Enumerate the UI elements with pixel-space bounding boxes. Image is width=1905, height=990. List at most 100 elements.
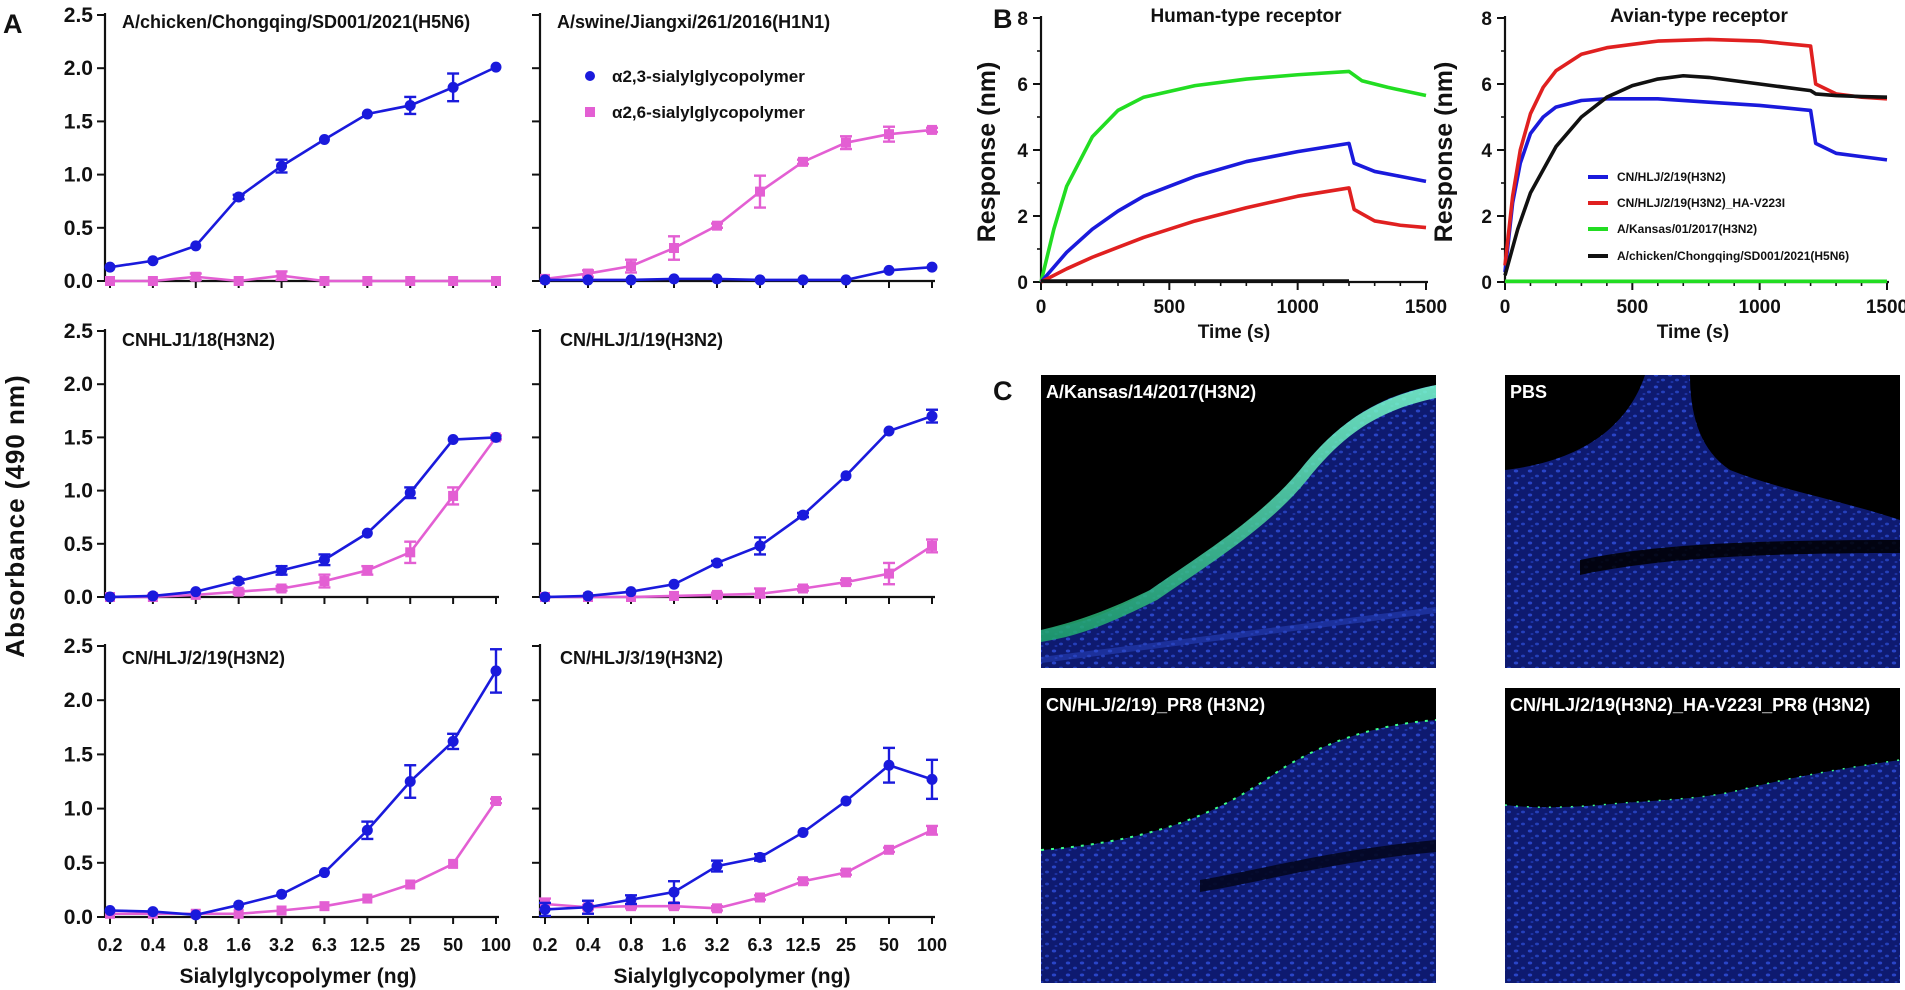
legend-marker-a26: [585, 107, 595, 117]
x-tick-label: 25: [836, 935, 856, 955]
subplot-h5n6: A/chicken/Chongqing/SD001/2021(H5N6) 0.0…: [64, 4, 502, 293]
data-point-a26: [105, 276, 115, 286]
series-line-a23: [109, 65, 497, 269]
x-tick-label: 3.2: [704, 935, 729, 955]
series-line-a23: [545, 265, 933, 282]
micrograph-label-pbs: PBS: [1510, 382, 1547, 402]
lumen-region: [1505, 375, 1645, 470]
data-point-a26: [884, 568, 894, 579]
data-point-a23: [797, 509, 809, 521]
y-tick-label: 0.5: [64, 217, 94, 240]
data-point-a26: [669, 901, 679, 912]
subplot-title: A/chicken/Chongqing/SD001/2021(H5N6): [122, 12, 470, 32]
legend-label-a26: α2,6-sialylglycopolymer: [612, 103, 805, 122]
data-point-a26: [448, 276, 459, 286]
y-tick-label: 1.0: [64, 480, 93, 503]
panel-letter-c: C: [993, 376, 1013, 406]
data-point-a23: [147, 906, 159, 918]
x-tick-label: 50: [879, 935, 899, 955]
data-point-a23: [668, 886, 680, 898]
data-point-a23: [276, 160, 288, 172]
data-point-a23: [190, 909, 202, 921]
data-point-a26: [319, 576, 330, 587]
x-tick-label: 1500: [1405, 297, 1447, 318]
data-point-a26: [233, 908, 244, 919]
y-tick-label: 1.5: [64, 110, 94, 133]
data-point-a26: [669, 243, 679, 254]
data-point-a23: [490, 61, 502, 73]
data-point-a23: [233, 575, 245, 587]
panel-a-y-label: Absorbance (490 nm): [0, 374, 30, 657]
data-point-a23: [754, 540, 766, 552]
x-tick-label: 0.4: [575, 935, 600, 955]
data-point-a23: [840, 274, 852, 286]
chart-title: Avian-type receptor: [1610, 6, 1788, 27]
series-line-a26: [545, 544, 933, 599]
lumen-region-2: [1690, 375, 1900, 520]
data-point-a26: [712, 903, 722, 914]
y-tick-label: 0.0: [64, 270, 93, 293]
y-tick-label: 0: [1481, 273, 1492, 294]
data-point-a23: [926, 261, 938, 273]
data-point-a23: [361, 108, 373, 120]
data-point-a26: [798, 583, 808, 594]
data-point-a23: [490, 665, 502, 677]
data-point-a23: [276, 888, 288, 900]
data-point-a23: [361, 824, 373, 836]
lumen-region: [1041, 688, 1436, 850]
x-tick-label: 100: [481, 935, 511, 955]
data-point-a23: [668, 273, 680, 285]
y-tick-label: 2: [1017, 207, 1028, 228]
legend: CN/HLJ/2/19(H3N2) CN/HLJ/2/19(H3N2)_HA-V…: [1588, 170, 1849, 263]
data-point-a23: [840, 795, 852, 807]
x-tick-label: 1.6: [661, 935, 686, 955]
legend-label-kansas: A/Kansas/01/2017(H3N2): [1617, 222, 1757, 236]
data-point-a23: [668, 578, 680, 590]
micrograph-v223i-pr8: [1505, 688, 1900, 983]
micrograph-kansas: [1041, 375, 1436, 668]
micrograph-label-kansas: A/Kansas/14/2017(H3N2): [1046, 382, 1256, 402]
subplot-cnhlj2-19: CN/HLJ/2/19(H3N2) 0.0 0.5 1.0 1.5 2.0 2.5 0.2 0…: [64, 635, 511, 955]
data-point-a23: [797, 274, 809, 286]
data-point-a26: [884, 844, 894, 855]
panel-a-x-label-left: Sialylglycopolymer (ng): [180, 965, 417, 988]
data-point-a26: [841, 577, 851, 588]
data-point-a26: [712, 589, 722, 600]
x-tick-label: 0.4: [140, 935, 165, 955]
data-point-a26: [362, 276, 373, 286]
kinetics-curve-0: [1039, 69, 1427, 283]
data-point-a26: [841, 137, 851, 148]
y-tick-label: 0.5: [64, 852, 94, 875]
series-line-a23: [544, 414, 933, 599]
x-tick-label: 500: [1153, 297, 1185, 318]
x-tick-label: 12.5: [785, 935, 820, 955]
y-tick-label: 0.0: [64, 906, 93, 929]
data-point-a23: [711, 273, 723, 285]
micrograph-label-v223i-pr8: CN/HLJ/2/19(H3N2)_HA-V223I_PR8 (H3N2): [1510, 695, 1870, 715]
panel-letter-a: A: [3, 9, 23, 39]
data-point-a23: [582, 901, 594, 913]
data-point-a23: [318, 133, 330, 145]
data-point-a23: [233, 191, 245, 203]
legend-label-cn-hlj-2-19: CN/HLJ/2/19(H3N2): [1617, 170, 1726, 184]
kinetics-curve-0: [1503, 97, 1888, 273]
y-tick-label: 6: [1481, 75, 1492, 96]
y-tick-label: 1.0: [64, 164, 93, 187]
x-tick-label: 500: [1616, 297, 1648, 318]
y-tick-label: 4: [1481, 141, 1492, 162]
data-point-a26: [448, 858, 459, 869]
series-line-a23: [544, 763, 933, 911]
x-tick-label: 1.6: [226, 935, 251, 955]
data-point-a23: [404, 487, 416, 499]
data-point-a26: [841, 867, 851, 878]
x-tick-label: 0: [1036, 297, 1047, 318]
data-point-a23: [883, 264, 895, 276]
data-point-a23: [539, 591, 551, 603]
micrograph-pbs: [1505, 375, 1900, 668]
legend-label-h5n6: A/chicken/Chongqing/SD001/2021(H5N6): [1617, 249, 1849, 263]
data-point-a26: [405, 276, 416, 286]
y-tick-label: 2.0: [64, 689, 93, 712]
subplot-title: CN/HLJ/2/19(H3N2): [122, 648, 285, 668]
data-point-a23: [104, 904, 116, 916]
